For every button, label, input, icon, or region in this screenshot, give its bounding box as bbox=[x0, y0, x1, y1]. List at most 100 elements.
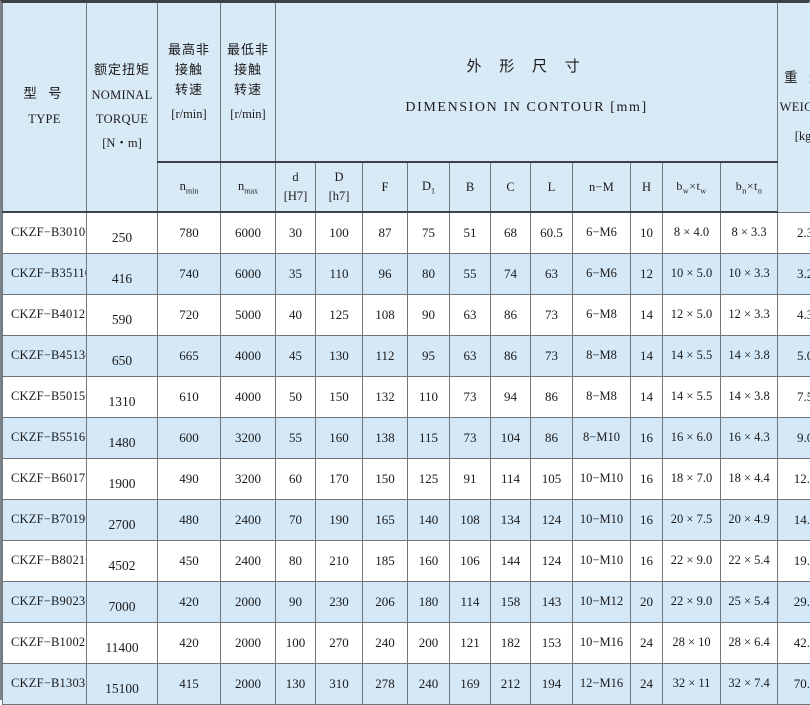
cell-weight: 7.5 bbox=[778, 376, 810, 417]
cell-nmax: 3200 bbox=[221, 458, 276, 499]
cell-torque: 7000 bbox=[87, 581, 158, 622]
header-sub-L: L bbox=[531, 162, 573, 212]
cell-B: 55 bbox=[450, 253, 491, 294]
cell-L: 194 bbox=[531, 663, 573, 704]
cell-F: 185 bbox=[363, 540, 408, 581]
table-row[interactable]: CKZF−B1303101510041520001303102782401692… bbox=[3, 663, 810, 704]
cell-B: 63 bbox=[450, 335, 491, 376]
cell-torque: 4502 bbox=[87, 540, 158, 581]
cell-F: 240 bbox=[363, 622, 408, 663]
cell-torque: 1310 bbox=[87, 376, 158, 417]
cell-D1: 140 bbox=[408, 499, 450, 540]
cell-B: 114 bbox=[450, 581, 491, 622]
header-sub-nM: n−M bbox=[573, 162, 631, 212]
cell-F: 112 bbox=[363, 335, 408, 376]
cell-L: 73 bbox=[531, 335, 573, 376]
cell-B: 106 bbox=[450, 540, 491, 581]
cell-type: CKZF−B100270 bbox=[3, 622, 87, 663]
cell-d: 130 bbox=[276, 663, 316, 704]
cell-C: 114 bbox=[491, 458, 531, 499]
header-sub-bw-tw: bw×tw bbox=[663, 162, 721, 212]
cell-bn: 25 × 5.4 bbox=[721, 581, 778, 622]
cell-D: 270 bbox=[316, 622, 363, 663]
cell-F: 87 bbox=[363, 212, 408, 253]
cell-torque: 590 bbox=[87, 294, 158, 335]
header-speed-max-cn-1: 最高非 bbox=[168, 40, 210, 60]
header-torque-en-1: NOMINAL bbox=[91, 86, 152, 105]
header-speed-min: 最低非 接触 转速 [r/min] bbox=[221, 3, 276, 162]
cell-F: 165 bbox=[363, 499, 408, 540]
cell-nmin: 610 bbox=[158, 376, 221, 417]
cell-H: 24 bbox=[631, 622, 663, 663]
cell-bn: 8 × 3.3 bbox=[721, 212, 778, 253]
cell-nmin: 420 bbox=[158, 622, 221, 663]
cell-d: 45 bbox=[276, 335, 316, 376]
cell-d: 30 bbox=[276, 212, 316, 253]
cell-B: 169 bbox=[450, 663, 491, 704]
cell-C: 212 bbox=[491, 663, 531, 704]
cell-torque: 2700 bbox=[87, 499, 158, 540]
cell-D1: 115 bbox=[408, 417, 450, 458]
cell-D1: 240 bbox=[408, 663, 450, 704]
cell-L: 105 bbox=[531, 458, 573, 499]
cell-D1: 95 bbox=[408, 335, 450, 376]
cell-bw: 28 × 10 bbox=[663, 622, 721, 663]
cell-C: 104 bbox=[491, 417, 531, 458]
cell-bw: 8 × 4.0 bbox=[663, 212, 721, 253]
cell-bn: 12 × 3.3 bbox=[721, 294, 778, 335]
cell-nM: 12−M16 bbox=[573, 663, 631, 704]
cell-nmin: 780 bbox=[158, 212, 221, 253]
cell-D1: 75 bbox=[408, 212, 450, 253]
cell-L: 124 bbox=[531, 540, 573, 581]
cell-nM: 8−M10 bbox=[573, 417, 631, 458]
cell-bw: 14 × 5.5 bbox=[663, 335, 721, 376]
cell-H: 12 bbox=[631, 253, 663, 294]
cell-type: CKZF−B40125 bbox=[3, 294, 87, 335]
cell-B: 91 bbox=[450, 458, 491, 499]
cell-H: 14 bbox=[631, 376, 663, 417]
cell-H: 16 bbox=[631, 499, 663, 540]
header-sub-C: C bbox=[491, 162, 531, 212]
cell-H: 20 bbox=[631, 581, 663, 622]
cell-nmin: 415 bbox=[158, 663, 221, 704]
cell-type: CKZF−B90230 bbox=[3, 581, 87, 622]
header-sub-D-tolerance: [h7] bbox=[329, 187, 350, 206]
cell-weight: 4.3 bbox=[778, 294, 810, 335]
cell-F: 206 bbox=[363, 581, 408, 622]
cell-weight: 29.5 bbox=[778, 581, 810, 622]
cell-C: 134 bbox=[491, 499, 531, 540]
cell-D: 100 bbox=[316, 212, 363, 253]
header-type-en: TYPE bbox=[28, 110, 60, 129]
cell-d: 90 bbox=[276, 581, 316, 622]
cell-C: 68 bbox=[491, 212, 531, 253]
cell-L: 124 bbox=[531, 499, 573, 540]
cell-nmin: 720 bbox=[158, 294, 221, 335]
header-dimension-cn: 外 形 尺 寸 bbox=[466, 55, 586, 76]
cell-C: 86 bbox=[491, 335, 531, 376]
table-header: 型 号 TYPE 额定扭矩 NOMINAL TORQUE [N・m] bbox=[3, 3, 810, 212]
header-speed-max-unit: [r/min] bbox=[171, 105, 206, 124]
header-type-cn: 型 号 bbox=[23, 84, 65, 105]
header-sub-nmax-sub: max bbox=[244, 186, 258, 195]
cell-D: 230 bbox=[316, 581, 363, 622]
cell-C: 158 bbox=[491, 581, 531, 622]
header-weight: 重 量 WEIGHT [kg] bbox=[778, 3, 810, 212]
cell-nmin: 480 bbox=[158, 499, 221, 540]
cell-d: 100 bbox=[276, 622, 316, 663]
cell-type: CKZF−B130310 bbox=[3, 663, 87, 704]
table-row[interactable]: CKZF−B1002701140042020001002702402001211… bbox=[3, 622, 810, 663]
header-speed-max: 最高非 接触 转速 [r/min] bbox=[158, 3, 221, 162]
header-sub-d-tolerance: [H7] bbox=[284, 187, 308, 206]
header-sub-H: H bbox=[631, 162, 663, 212]
